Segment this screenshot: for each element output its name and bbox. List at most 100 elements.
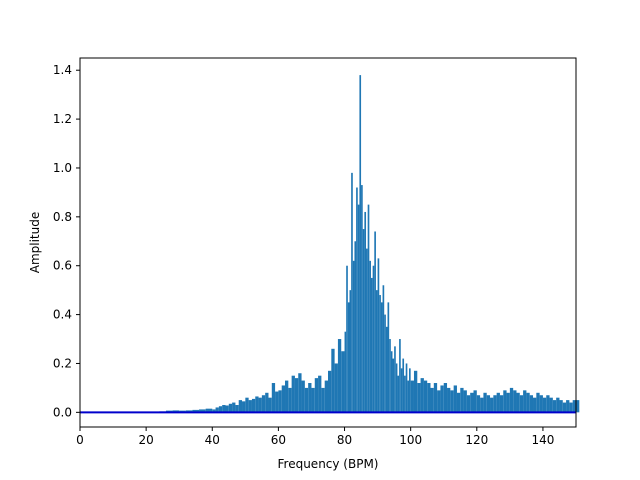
spectrum-bar — [562, 402, 567, 413]
spectrum-bar — [354, 241, 357, 413]
spectrum-bar — [430, 387, 434, 413]
spectrum-bar — [427, 383, 431, 413]
spectrum-bar — [314, 378, 319, 413]
spectrum-bar — [258, 397, 262, 413]
spectrum-bar — [423, 380, 428, 413]
spectrum-bar — [232, 402, 236, 413]
spectrum-bar — [331, 348, 335, 413]
y-tick-label: 0.2 — [53, 356, 72, 370]
spectrum-bar — [576, 400, 580, 413]
spectrum-bar — [271, 383, 276, 413]
spectrum-bar — [456, 392, 461, 413]
spectrum-bar — [413, 370, 418, 413]
x-tick-label: 140 — [531, 433, 554, 447]
x-tick-label: 40 — [205, 433, 220, 447]
bars-layer — [159, 75, 580, 413]
spectrum-bar — [392, 358, 395, 413]
spectrum-bar — [361, 185, 363, 413]
spectrum-bar — [549, 397, 553, 413]
spectrum-bar — [384, 314, 386, 413]
spectrum-bar — [375, 290, 378, 413]
spectrum-bar — [395, 363, 398, 413]
spectrum-bar — [526, 392, 530, 413]
spectrum-bar — [516, 392, 520, 413]
spectrum-bar — [298, 373, 302, 413]
spectrum-bar — [334, 363, 338, 413]
spectrum-bar — [337, 339, 342, 413]
spectrum-bar — [394, 346, 396, 413]
spectrum-bar — [480, 397, 484, 413]
spectrum-bar — [499, 395, 504, 413]
spectrum-bar — [382, 285, 385, 413]
spectrum-bar — [542, 397, 547, 413]
spectrum-bar — [397, 375, 400, 413]
spectrum-bar — [380, 302, 383, 413]
spectrum-bar — [245, 397, 249, 413]
spectrum-bar — [251, 398, 256, 413]
spectrum-bar — [506, 392, 510, 413]
spectrum-bar — [349, 290, 352, 413]
spectrum-bar — [483, 392, 487, 413]
y-tick-label: 1.0 — [53, 161, 72, 175]
spectrum-bar — [341, 351, 345, 413]
spectrum-bar — [404, 375, 406, 413]
spectrum-bar — [222, 405, 226, 413]
spectrum-bar — [509, 387, 514, 413]
spectrum-bar — [356, 187, 358, 413]
spectrum-bar — [493, 395, 497, 413]
spectrum-bar — [215, 407, 219, 413]
spectrum-bar — [218, 406, 223, 413]
y-tick-label: 1.4 — [53, 63, 72, 77]
spectrum-bar — [374, 231, 376, 413]
spectrum-bar — [311, 387, 315, 413]
spectrum-bar — [304, 387, 309, 413]
spectrum-bar — [447, 387, 451, 413]
spectrum-bar — [539, 395, 543, 413]
spectrum-bar — [552, 400, 557, 413]
x-tick-label: 120 — [465, 433, 488, 447]
spectrum-bar — [324, 380, 328, 413]
spectrum-bar — [440, 385, 444, 413]
x-axis: 0 20 40 60 80 100 120 140 — [76, 427, 554, 447]
x-tick-label: 100 — [399, 433, 422, 447]
spectrum-bar — [321, 387, 325, 413]
spectrum-bar — [318, 375, 322, 413]
spectrum-bar — [450, 390, 454, 413]
spectrum-bar — [433, 383, 438, 413]
spectrum-bar — [402, 358, 405, 413]
spectrum-bar — [453, 385, 457, 413]
spectrum-bar — [437, 390, 441, 413]
spectrum-bar — [490, 397, 494, 413]
y-tick-label: 0.8 — [53, 210, 72, 224]
spectrum-bar — [372, 265, 375, 413]
spectrum-bar — [559, 400, 563, 413]
spectrum-bar — [265, 392, 269, 413]
plot-frame — [79, 57, 577, 428]
spectrum-bar — [366, 248, 368, 413]
y-tick-label: 1.2 — [53, 112, 72, 126]
spectrum-bar — [362, 229, 365, 413]
spectrum-bar — [242, 401, 246, 413]
spectrum-bar — [205, 408, 213, 413]
spectrum-bar — [357, 204, 360, 413]
spectrum-bar — [351, 172, 353, 413]
spectrum-bar — [344, 331, 347, 413]
spectrum-bar — [268, 397, 272, 413]
spectrum-bar — [367, 204, 370, 413]
spectrum-bar — [556, 397, 560, 413]
spectrum-bar — [390, 351, 393, 413]
x-tick-label: 20 — [138, 433, 153, 447]
spectrum-bar — [248, 400, 252, 413]
spectrum-bar — [225, 405, 229, 413]
spectrum-bar — [533, 397, 537, 413]
spectrum-bar — [328, 370, 332, 413]
spectrum-bar — [199, 409, 206, 413]
spectrum-bar — [275, 391, 279, 413]
spectrum-bar — [410, 380, 414, 413]
x-axis-label: Frequency (BPM) — [278, 457, 379, 471]
spectrum-bar — [417, 383, 421, 413]
spectrum-bar — [466, 395, 471, 413]
spectrum-bar — [523, 390, 527, 413]
spectrum-bar — [281, 385, 286, 413]
spectrum-bar — [407, 380, 410, 413]
